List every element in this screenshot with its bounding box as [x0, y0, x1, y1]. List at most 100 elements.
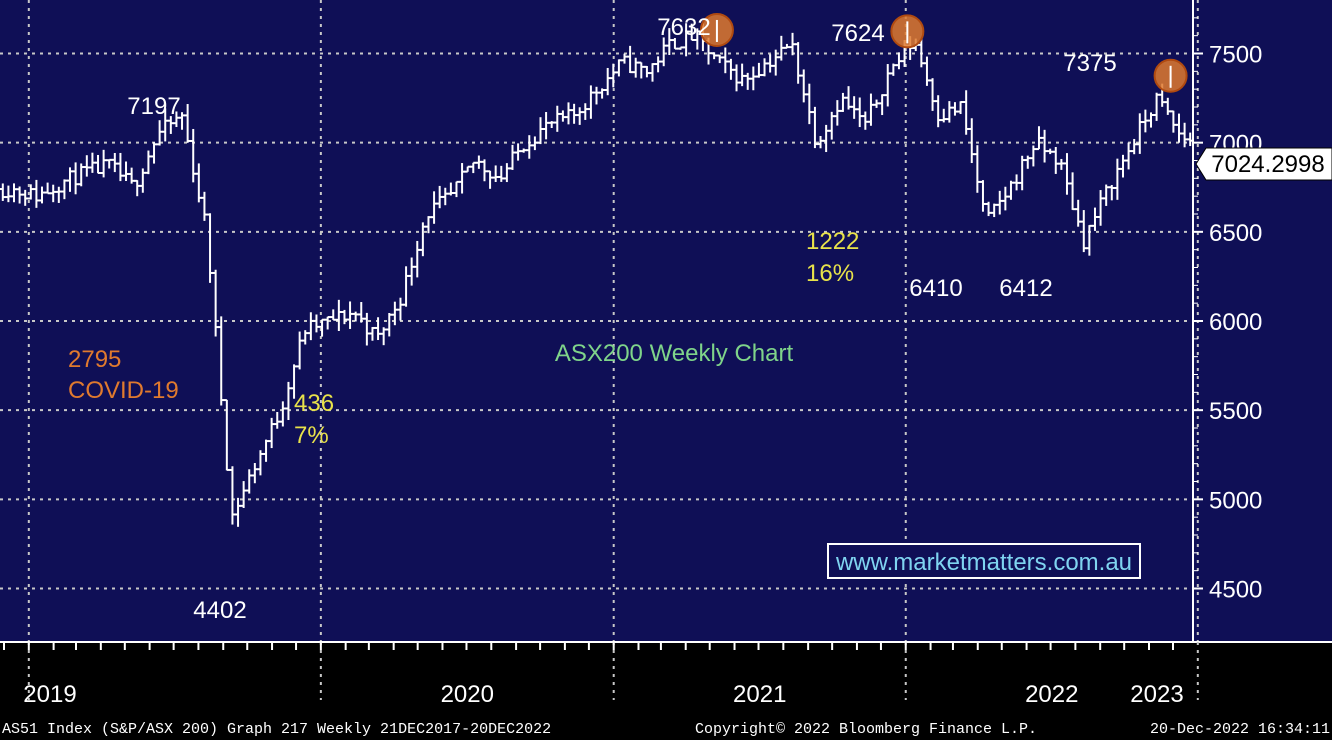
- weekly-bar: [789, 32, 796, 56]
- weekly-bar: [425, 216, 432, 234]
- weekly-bar: [223, 399, 230, 471]
- weekly-bar: [1170, 110, 1177, 133]
- weekly-bar: [39, 186, 46, 204]
- weekly-bar: [190, 128, 197, 183]
- weekly-bar: [515, 143, 522, 161]
- weekly-bar: [263, 439, 270, 462]
- weekly-bar: [935, 95, 942, 128]
- weekly-bar: [1030, 145, 1037, 167]
- weekly-bar: [240, 481, 247, 508]
- x-axis: 2019 2020 2021 2022 2023: [0, 641, 1332, 708]
- weekly-bar: [229, 466, 236, 525]
- weekly-bar: [806, 83, 813, 125]
- weekly-bar: [414, 240, 421, 278]
- weekly-bar: [968, 118, 975, 164]
- weekly-bar: [627, 45, 634, 74]
- weekly-bar: [828, 111, 835, 140]
- weekly-bar: [1069, 172, 1076, 211]
- weekly-bar: [442, 187, 449, 206]
- weekly-bar: [408, 257, 415, 286]
- x-axis-panel: [0, 642, 1332, 714]
- weekly-bar: [1013, 174, 1020, 191]
- weekly-bar: [391, 301, 398, 326]
- weekly-bar: [44, 182, 51, 195]
- weekly-bar: [1108, 185, 1115, 201]
- weekly-bar: [879, 94, 886, 116]
- weekly-bar: [559, 110, 566, 122]
- weekly-bar: [1041, 129, 1048, 163]
- footer-right: 20-Dec-2022 16:34:11: [1150, 721, 1330, 738]
- weekly-bar: [207, 213, 214, 283]
- weekly-bar: [884, 64, 891, 107]
- weekly-bar: [184, 104, 191, 143]
- weekly-bar: [851, 96, 858, 119]
- weekly-bar: [1181, 122, 1188, 148]
- chart-title: ASX200 Weekly Chart: [555, 340, 794, 367]
- weekly-bar: [722, 47, 729, 74]
- weekly-bar: [531, 136, 538, 151]
- weekly-bar: [55, 186, 62, 203]
- weekly-bar: [335, 299, 342, 331]
- weekly-bar: [1047, 148, 1054, 155]
- tick-label-x-2020: 2020: [441, 681, 494, 708]
- weekly-bar: [582, 103, 589, 120]
- weekly-bar: [1097, 190, 1104, 226]
- tick-label-y-5000: 5000: [1209, 487, 1262, 514]
- weekly-bar: [487, 170, 494, 189]
- weekly-bar: [475, 155, 482, 169]
- weekly-bar: [991, 203, 998, 218]
- weekly-bar: [179, 112, 186, 130]
- weekly-bar: [16, 186, 23, 204]
- tick-label-x-2022: 2022: [1025, 681, 1078, 708]
- weekly-bar: [330, 309, 337, 321]
- weekly-bar: [677, 46, 684, 50]
- weekly-bar: [576, 107, 583, 125]
- tick-label-x-2021: 2021: [733, 681, 786, 708]
- weekly-bar: [839, 92, 846, 112]
- weekly-bar: [218, 316, 225, 406]
- weekly-bar: [923, 56, 930, 86]
- annotation-7pct: 7%: [294, 422, 329, 449]
- weekly-bar: [587, 85, 594, 119]
- weekly-bar: [1131, 138, 1138, 155]
- weekly-bar: [307, 312, 314, 341]
- weekly-bar: [352, 311, 359, 322]
- weekly-bar: [963, 90, 970, 135]
- weekly-bar: [89, 152, 96, 173]
- weekly-bar: [767, 54, 774, 73]
- weekly-bar: [890, 63, 897, 76]
- watermark-url[interactable]: www.marketmatters.com.au: [835, 549, 1132, 576]
- weekly-bar: [492, 165, 499, 182]
- weekly-bar: [481, 159, 488, 182]
- weekly-bar: [302, 330, 309, 345]
- weekly-bar: [711, 52, 718, 60]
- weekly-bar: [1086, 224, 1093, 256]
- weekly-bar: [151, 142, 158, 164]
- weekly-bar: [447, 182, 454, 196]
- weekly-bar: [22, 189, 29, 206]
- weekly-bar: [660, 37, 667, 67]
- tick-label-y-5500: 5500: [1209, 398, 1262, 425]
- weekly-bar: [761, 58, 768, 77]
- annotation-2795: 2795: [68, 346, 121, 373]
- weekly-bar: [380, 327, 387, 346]
- weekly-bar: [1080, 210, 1087, 253]
- weekly-bar: [67, 167, 74, 192]
- weekly-bar: [268, 417, 275, 449]
- weekly-bar: [688, 23, 695, 42]
- weekly-bar: [156, 120, 163, 146]
- weekly-bar: [940, 108, 947, 123]
- weekly-bar: [543, 112, 550, 140]
- weekly-bar: [257, 450, 264, 476]
- weekly-bar: [363, 312, 370, 346]
- weekly-bar: [643, 65, 650, 78]
- weekly-bar: [509, 144, 516, 170]
- annotation-7197: 7197: [127, 93, 180, 120]
- tick-label-y-7500: 7500: [1209, 42, 1262, 69]
- weekly-bar: [834, 100, 841, 126]
- annotation-16pct: 16%: [806, 260, 854, 287]
- weekly-bar: [33, 179, 40, 208]
